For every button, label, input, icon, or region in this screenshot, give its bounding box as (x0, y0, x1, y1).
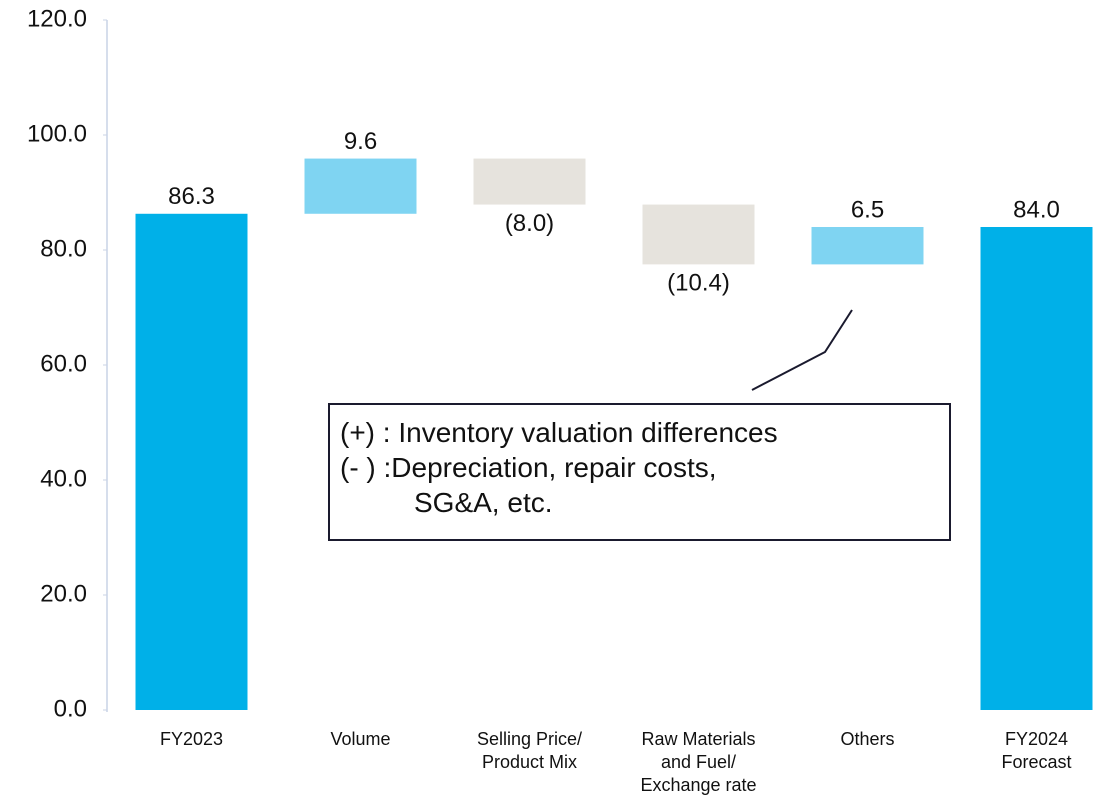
annotation-line: (+) : Inventory valuation differences (340, 417, 778, 448)
x-tick-label: Volume (330, 729, 391, 749)
y-tick-label: 0.0 (54, 695, 87, 722)
y-tick-label: 20.0 (40, 580, 87, 607)
y-tick-label: 40.0 (40, 465, 87, 492)
bar (642, 204, 755, 265)
value-label: 86.3 (168, 183, 215, 210)
bar (980, 227, 1093, 710)
x-tick-label: Selling Price/ Product Mix (476, 729, 583, 772)
x-tick-label: Raw Materials and Fuel/ Exchange rate (640, 729, 757, 795)
value-label: (8.0) (505, 210, 554, 237)
y-tick-label: 120.0 (27, 5, 87, 32)
annotation-box: (+) : Inventory valuation differences (-… (328, 403, 951, 541)
value-label: 9.6 (344, 128, 377, 155)
x-tick-label: FY2024 Forecast (1001, 729, 1072, 772)
annotation-line: (- ) :Depreciation, repair costs, (340, 452, 717, 483)
bar (304, 158, 417, 214)
y-tick-label: 80.0 (40, 235, 87, 262)
x-tick-label: FY2023 (159, 729, 224, 749)
annotation-line: SG&A, etc. (414, 487, 553, 518)
value-label: 6.5 (851, 196, 884, 223)
bar (135, 213, 248, 710)
bar (473, 158, 586, 205)
value-label: (10.4) (667, 270, 730, 297)
callout-line (751, 309, 853, 391)
x-tick-label: Others (840, 729, 895, 749)
y-tick-label: 100.0 (27, 120, 87, 147)
value-label: 84.0 (1013, 196, 1060, 223)
bar (811, 227, 924, 265)
y-tick-label: 60.0 (40, 350, 87, 377)
